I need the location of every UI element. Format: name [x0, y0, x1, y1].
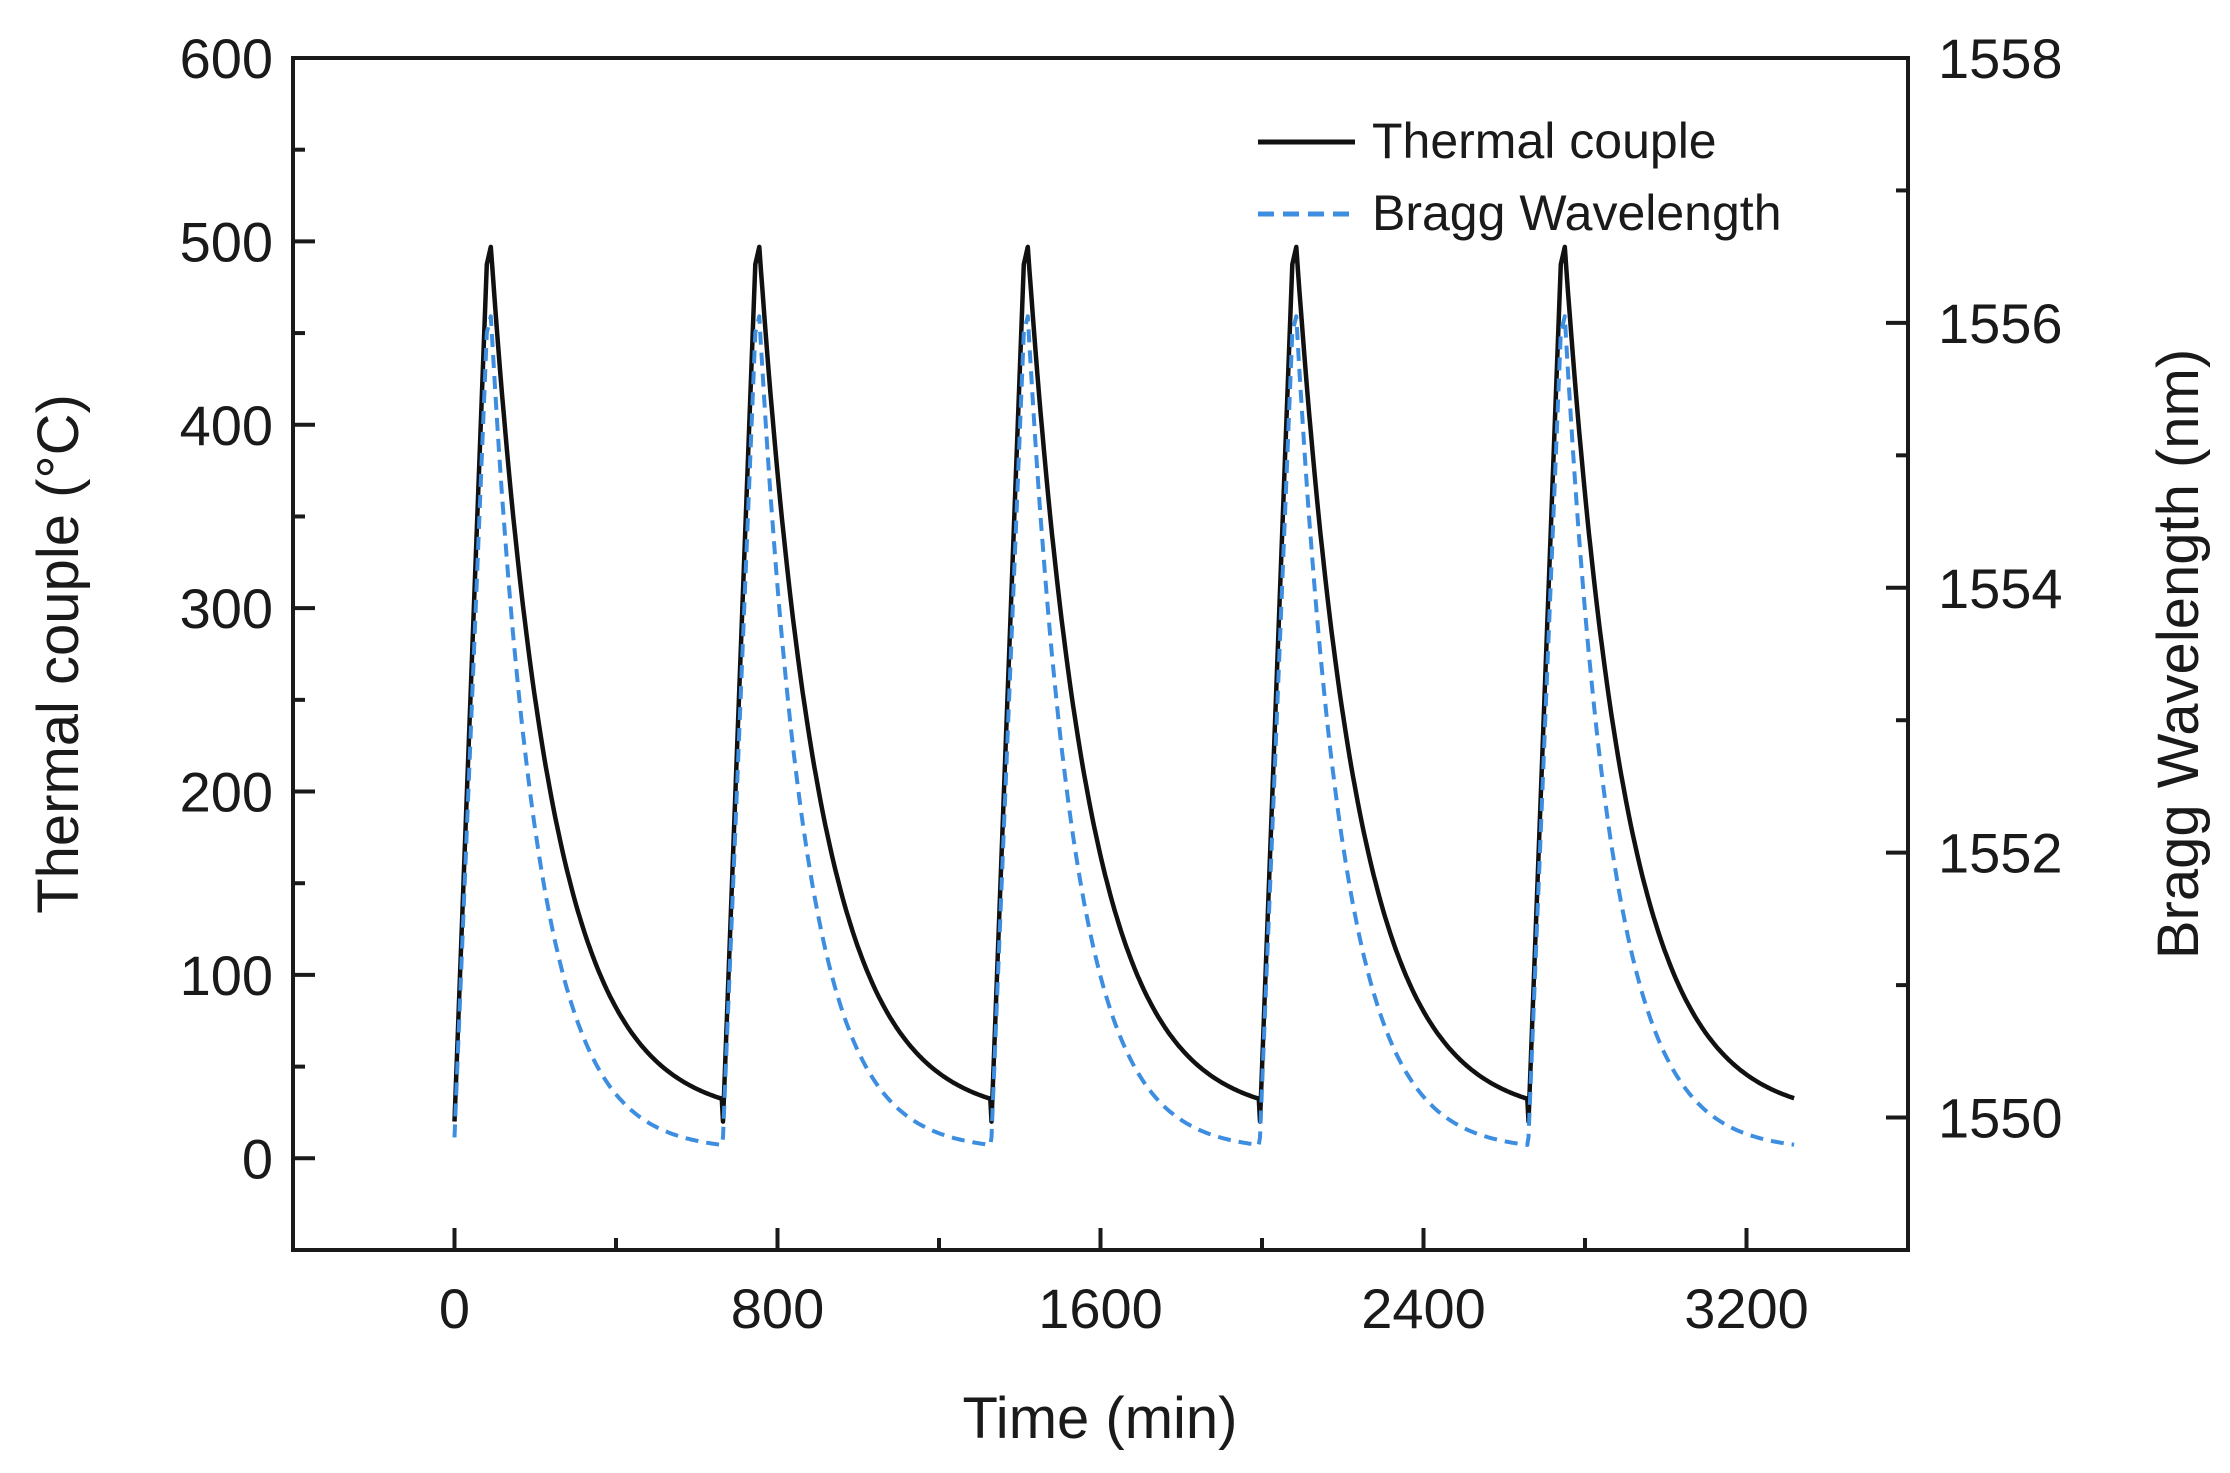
y-right-tick-label: 1556 [1938, 292, 2063, 355]
y-left-tick-label: 200 [180, 761, 273, 824]
y-left-tick-label: 0 [242, 1127, 273, 1190]
y-right-tick-label: 1550 [1938, 1087, 2063, 1150]
x-axis-title: Time (min) [963, 1386, 1238, 1451]
series-line-thermal-couple [452, 244, 1795, 1124]
y-right-tick-label: 1554 [1938, 557, 2063, 620]
y-left-tick-label: 500 [180, 210, 273, 273]
legend: Thermal couple Bragg Wavelength [1258, 113, 1782, 241]
y-left-tick-label: 400 [180, 394, 273, 457]
y-right-axis-title: Bragg Wavelength (nm) [2146, 349, 2211, 959]
y-left-tick-label: 100 [180, 944, 273, 1007]
legend-label-thermal-couple: Thermal couple [1372, 113, 1717, 169]
x-tick-label: 2400 [1361, 1277, 1486, 1340]
x-tick-label: 1600 [1038, 1277, 1163, 1340]
legend-label-bragg-wavelength: Bragg Wavelength [1372, 185, 1782, 241]
series-line-bragg-wavelength [452, 314, 1795, 1147]
x-tick-label: 0 [439, 1277, 470, 1340]
y-left-tick-label: 300 [180, 577, 273, 640]
y-right-tick-label: 1552 [1938, 822, 2063, 885]
y-right-tick-label: 1558 [1938, 27, 2063, 90]
y-left-tick-label: 600 [180, 27, 273, 90]
y-left-axis-title: Thermal couple (°C) [26, 394, 91, 914]
x-tick-label: 800 [731, 1277, 824, 1340]
x-tick-label: 3200 [1684, 1277, 1809, 1340]
